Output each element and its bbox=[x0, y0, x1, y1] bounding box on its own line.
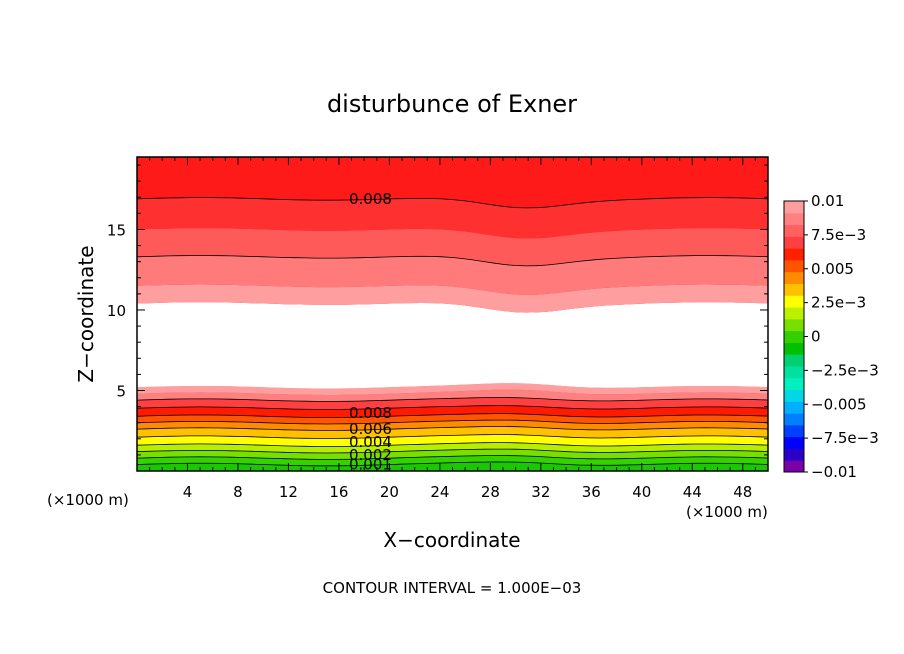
x-tick-label: 32 bbox=[531, 483, 550, 501]
colorbar-labels: 0.01 7.5e−3 0.005 2.5e−3 0 −2.5e−3 −0.005 −7.5e… bbox=[804, 192, 879, 481]
colorbar-swatch bbox=[784, 413, 804, 426]
colorbar-label: −0.005 bbox=[811, 395, 867, 413]
contour-label: 0.008 bbox=[349, 404, 392, 422]
colorbar-swatch bbox=[784, 424, 804, 438]
x-unit-left: (×1000 m) bbox=[47, 491, 129, 509]
x-tick-label: 20 bbox=[380, 483, 399, 501]
contour-line bbox=[136, 434, 769, 439]
colorbar-swatch bbox=[784, 236, 804, 249]
axis-ticks bbox=[137, 157, 768, 471]
x-tick-label: 36 bbox=[582, 483, 601, 501]
colorbar-swatch bbox=[784, 365, 804, 379]
colorbar-label: 0 bbox=[811, 328, 821, 346]
y-tick-labels: 5 10 15 bbox=[107, 221, 126, 400]
colorbar-swatch bbox=[784, 377, 804, 391]
colorbar-swatch bbox=[784, 201, 804, 214]
plot-area bbox=[137, 157, 768, 471]
x-tick-label: 44 bbox=[683, 483, 702, 501]
x-tick-label: 24 bbox=[430, 483, 449, 501]
colorbar-label: 7.5e−3 bbox=[811, 226, 866, 244]
contour-line bbox=[136, 461, 769, 467]
contour-line bbox=[136, 413, 769, 418]
contour-band bbox=[137, 455, 768, 466]
colorbar-swatch bbox=[784, 401, 804, 414]
y-axis-label: Z−coordinate bbox=[74, 245, 98, 382]
y-tick-label: 10 bbox=[107, 302, 126, 320]
colorbar-label: −2.5e−3 bbox=[811, 361, 879, 379]
x-tick-labels: 4 8 12 16 20 24 28 32 36 40 44 48 bbox=[183, 483, 753, 501]
colorbar-swatch bbox=[784, 307, 804, 320]
contour-band bbox=[137, 157, 768, 208]
x-unit-right: (×1000 m) bbox=[686, 503, 768, 521]
colorbar-swatch bbox=[784, 259, 804, 273]
colorbar bbox=[783, 200, 805, 473]
contour-line bbox=[136, 197, 769, 209]
x-tick-label: 4 bbox=[183, 483, 193, 501]
y-tick-label: 15 bbox=[107, 221, 126, 239]
x-tick-label: 40 bbox=[632, 483, 651, 501]
colorbar-swatch bbox=[784, 354, 804, 367]
x-tick-label: 48 bbox=[733, 483, 752, 501]
contour-line bbox=[136, 419, 769, 425]
colorbar-swatch bbox=[784, 271, 804, 284]
contour-band bbox=[137, 405, 768, 418]
contour-band bbox=[137, 389, 768, 402]
contour-label: 0.008 bbox=[349, 190, 392, 208]
contour-line bbox=[136, 397, 769, 402]
colorbar-swatch bbox=[784, 342, 804, 355]
contour-band bbox=[137, 426, 768, 439]
contour-label: 0.004 bbox=[349, 433, 392, 451]
contour-interval-label: CONTOUR INTERVAL = 1.000E−03 bbox=[323, 579, 582, 597]
colorbar-label: 0.01 bbox=[811, 192, 844, 210]
colorbar-label: 0.005 bbox=[811, 260, 854, 278]
contour-band bbox=[137, 413, 768, 424]
colorbar-swatch bbox=[784, 212, 804, 226]
contour-line bbox=[136, 442, 769, 447]
contour-line bbox=[136, 455, 769, 460]
colorbar-swatch bbox=[784, 389, 804, 402]
x-tick-label: 8 bbox=[233, 483, 243, 501]
contour-band bbox=[137, 284, 768, 313]
colorbar-label: −0.01 bbox=[811, 463, 857, 481]
contour-line bbox=[136, 405, 769, 410]
contour-band bbox=[137, 228, 768, 266]
colorbar-swatch bbox=[784, 295, 804, 308]
contour-line bbox=[136, 426, 769, 431]
colorbar-swatch bbox=[784, 330, 804, 343]
contour-band bbox=[137, 197, 768, 239]
contour-band bbox=[137, 383, 768, 395]
contour-band bbox=[137, 442, 768, 453]
contour-line bbox=[136, 448, 769, 454]
contour-band bbox=[137, 302, 768, 389]
contour-band bbox=[137, 255, 768, 295]
colorbar-swatch bbox=[784, 318, 804, 332]
contour-line bbox=[136, 255, 769, 267]
contour-label: 0.001 bbox=[349, 456, 392, 474]
contour-label: 0.002 bbox=[349, 446, 392, 464]
y-tick-label: 5 bbox=[116, 382, 126, 400]
colorbar-label: −7.5e−3 bbox=[811, 429, 879, 447]
contour-band bbox=[137, 397, 768, 410]
colorbar-swatch bbox=[784, 448, 804, 461]
contour-band bbox=[137, 449, 768, 460]
colorbar-swatch bbox=[784, 224, 804, 237]
contour-band bbox=[137, 420, 768, 431]
contour-band bbox=[137, 461, 768, 471]
chart-title: disturbunce of Exner bbox=[327, 90, 577, 118]
colorbar-swatch bbox=[784, 436, 804, 449]
colorbar-label: 2.5e−3 bbox=[811, 294, 866, 312]
x-axis-label: X−coordinate bbox=[383, 528, 520, 552]
colorbar-swatch bbox=[784, 460, 804, 473]
x-tick-label: 12 bbox=[279, 483, 298, 501]
x-tick-label: 16 bbox=[329, 483, 348, 501]
colorbar-swatch bbox=[784, 283, 804, 296]
contour-lines bbox=[136, 197, 769, 467]
colorbar-swatch bbox=[784, 248, 804, 261]
contour-label: 0.006 bbox=[349, 420, 392, 438]
contour-band bbox=[137, 434, 768, 447]
x-tick-label: 28 bbox=[481, 483, 500, 501]
